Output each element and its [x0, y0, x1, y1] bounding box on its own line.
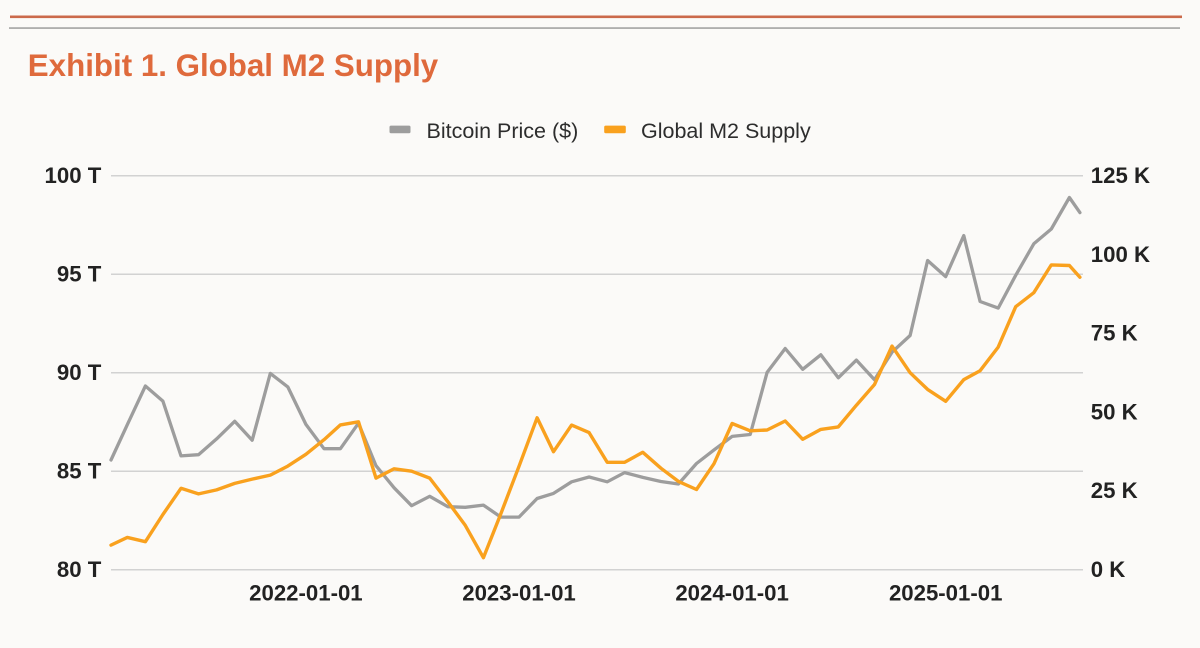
- svg-text:2025-01-01: 2025-01-01: [889, 581, 1003, 606]
- svg-text:2023-01-01: 2023-01-01: [462, 581, 576, 606]
- svg-text:2024-01-01: 2024-01-01: [675, 581, 789, 606]
- svg-text:Global M2 Supply: Global M2 Supply: [641, 119, 811, 143]
- svg-text:95 T: 95 T: [57, 262, 102, 287]
- svg-text:50 K: 50 K: [1091, 399, 1138, 424]
- svg-text:90 T: 90 T: [57, 360, 102, 385]
- svg-text:0 K: 0 K: [1091, 557, 1126, 582]
- svg-text:2022-01-01: 2022-01-01: [249, 581, 363, 606]
- svg-text:125 K: 125 K: [1091, 163, 1150, 188]
- svg-text:75 K: 75 K: [1091, 321, 1138, 346]
- svg-text:Exhibit 1. Global M2 Supply: Exhibit 1. Global M2 Supply: [28, 48, 439, 83]
- svg-text:25 K: 25 K: [1091, 478, 1138, 503]
- svg-text:Bitcoin Price ($): Bitcoin Price ($): [427, 119, 579, 143]
- svg-text:100 K: 100 K: [1091, 242, 1150, 267]
- svg-text:80 T: 80 T: [57, 557, 102, 582]
- svg-text:100 T: 100 T: [45, 163, 102, 188]
- svg-text:85 T: 85 T: [57, 459, 102, 484]
